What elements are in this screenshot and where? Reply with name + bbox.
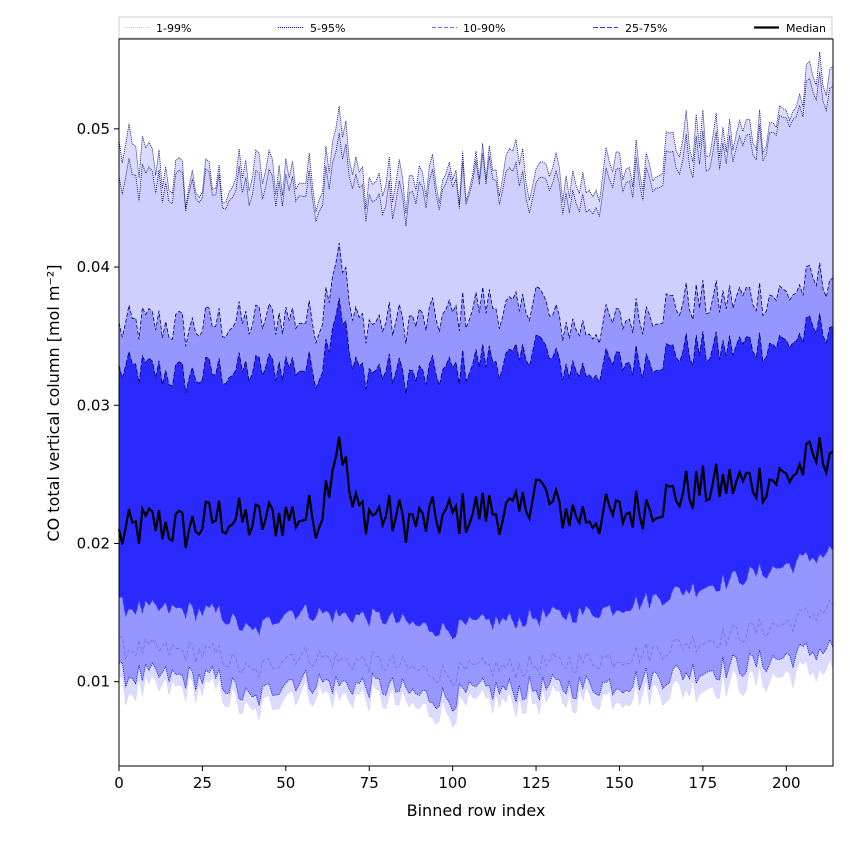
x-tick-label: 150	[605, 774, 634, 792]
y-tick-label: 0.04	[77, 258, 110, 276]
y-tick-label: 0.02	[77, 534, 110, 552]
band-25-75	[119, 297, 833, 639]
legend-box	[118, 16, 833, 39]
legend-label: 25-75%	[625, 22, 667, 35]
legend: 1-99% 5-95% 10-90% 25-75% Median	[118, 16, 833, 39]
line-1-99pct-lo	[118, 657, 834, 729]
line-1-99pct-up	[118, 52, 834, 214]
y-tick-label: 0.05	[77, 120, 110, 138]
line-25-75pct-up	[118, 297, 834, 394]
legend-label: Median	[786, 22, 826, 35]
y-tick-label: 0.01	[77, 673, 110, 691]
line-10-90pct-lo	[118, 599, 834, 687]
line-10-90pct-up	[118, 242, 834, 347]
line-25-75pct-lo	[118, 544, 834, 640]
x-tick-label: 0	[114, 774, 124, 792]
x-tick-label: 125	[522, 774, 551, 792]
y-tick-label: 0.03	[77, 396, 110, 414]
y-axis: 0.01 0.02 0.03 0.04 0.05	[77, 120, 119, 691]
x-axis: 0 25 50 75 100 125 150 175 200	[114, 766, 801, 792]
x-tick-label: 175	[689, 774, 718, 792]
x-tick-label: 50	[276, 774, 295, 792]
x-tick-label: 25	[193, 774, 212, 792]
bands-layer	[119, 52, 833, 728]
legend-label: 1-99%	[156, 22, 191, 35]
legend-label: 10-90%	[463, 22, 505, 35]
legend-label: 5-95%	[310, 22, 345, 35]
plot-frame	[118, 38, 834, 767]
line-5-95pct-up	[118, 72, 834, 227]
median-line	[117, 436, 834, 549]
x-axis-label: Binned row index	[407, 801, 546, 820]
lines-layer	[117, 52, 834, 729]
band-lower-tail	[119, 600, 833, 712]
y-axis-label: CO total vertical column [mol m⁻²]	[44, 264, 63, 541]
x-tick-label: 200	[772, 774, 801, 792]
x-tick-label: 100	[438, 774, 467, 792]
x-tick-label: 75	[360, 774, 379, 792]
